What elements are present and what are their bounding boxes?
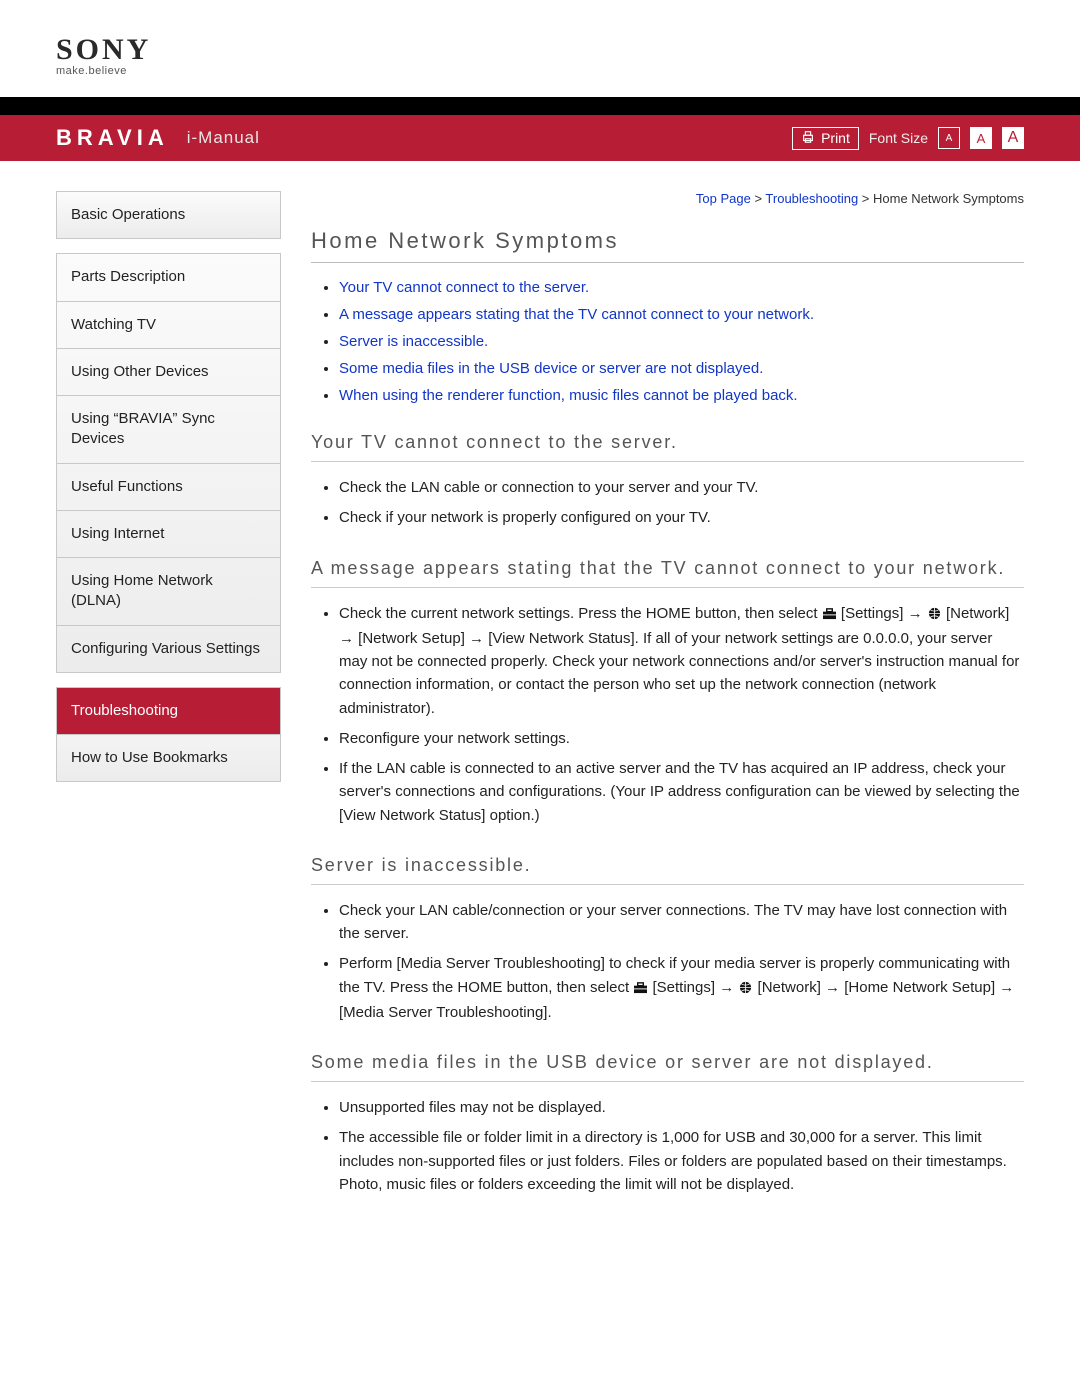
breadcrumb: Top Page > Troubleshooting > Home Networ… — [311, 191, 1024, 206]
list-item: When using the renderer function, music … — [339, 387, 1024, 404]
list-item: Your TV cannot connect to the server. — [339, 279, 1024, 296]
symptom-link-5[interactable]: When using the renderer function, music … — [339, 387, 798, 404]
symptom-link-list: Your TV cannot connect to the server. A … — [311, 279, 1024, 404]
sidebar-item-watching-tv[interactable]: Watching TV — [57, 302, 280, 349]
section-1-list: Check the LAN cable or connection to you… — [311, 476, 1024, 530]
list-item: Server is inaccessible. — [339, 333, 1024, 350]
breadcrumb-sep-2: > — [862, 191, 870, 206]
sony-logo: SONY — [56, 36, 1080, 63]
symptom-link-4[interactable]: Some media files in the USB device or se… — [339, 360, 763, 377]
breadcrumb-troubleshooting[interactable]: Troubleshooting — [765, 191, 858, 206]
font-size-large-button[interactable]: A — [1002, 127, 1024, 149]
sidebar-group-2: Parts Description Watching TV Using Othe… — [56, 253, 281, 673]
list-item: A message appears stating that the TV ca… — [339, 306, 1024, 323]
sidebar-item-parts-description[interactable]: Parts Description — [57, 254, 280, 301]
section-heading-2: A message appears stating that the TV ca… — [311, 558, 1024, 588]
text-fragment: [Settings] → — [837, 605, 927, 622]
list-item: Check your LAN cable/connection or your … — [339, 899, 1024, 946]
sidebar-item-troubleshooting[interactable]: Troubleshooting — [57, 688, 280, 735]
sidebar-item-home-network[interactable]: Using Home Network (DLNA) — [57, 558, 280, 626]
print-button[interactable]: Print — [792, 127, 859, 150]
sidebar-item-configuring-settings[interactable]: Configuring Various Settings — [57, 626, 280, 672]
font-size-small-button[interactable]: A — [938, 127, 960, 149]
toolbox-icon — [633, 978, 648, 1001]
imanual-label: i-Manual — [187, 128, 260, 148]
sidebar-item-using-internet[interactable]: Using Internet — [57, 511, 280, 558]
text-fragment: Check the current network settings. Pres… — [339, 605, 822, 622]
text-fragment: [Settings] → — [648, 979, 738, 996]
globe-icon — [927, 604, 942, 627]
sidebar-item-bravia-sync[interactable]: Using “BRAVIA” Sync Devices — [57, 396, 280, 464]
toolbox-icon — [822, 604, 837, 627]
header-bar: BRAVIA i-Manual Print Font Size A A A — [0, 115, 1080, 161]
symptom-link-3[interactable]: Server is inaccessible. — [339, 333, 488, 350]
sidebar-item-useful-functions[interactable]: Useful Functions — [57, 464, 280, 511]
section-3-list: Check your LAN cable/connection or your … — [311, 899, 1024, 1024]
sidebar-group-3: Troubleshooting How to Use Bookmarks — [56, 687, 281, 783]
breadcrumb-current: Home Network Symptoms — [873, 191, 1024, 206]
list-item: The accessible file or folder limit in a… — [339, 1126, 1024, 1196]
symptom-link-2[interactable]: A message appears stating that the TV ca… — [339, 306, 814, 323]
print-label: Print — [821, 130, 850, 146]
font-size-medium-button[interactable]: A — [970, 127, 992, 149]
globe-icon — [738, 978, 753, 1001]
font-size-label: Font Size — [869, 130, 928, 146]
list-item: Unsupported files may not be displayed. — [339, 1096, 1024, 1119]
bravia-wordmark: BRAVIA — [56, 125, 169, 151]
section-heading-3: Server is inaccessible. — [311, 855, 1024, 885]
sidebar-item-using-other-devices[interactable]: Using Other Devices — [57, 349, 280, 396]
list-item: Reconfigure your network settings. — [339, 727, 1024, 750]
list-item: Some media files in the USB device or se… — [339, 360, 1024, 377]
black-bar — [0, 97, 1080, 115]
section-4-list: Unsupported files may not be displayed. … — [311, 1096, 1024, 1196]
list-item: Check if your network is properly config… — [339, 506, 1024, 529]
page-title: Home Network Symptoms — [311, 228, 1024, 263]
logo-tagline: make.believe — [56, 65, 1080, 77]
logo-area: SONY make.believe — [0, 0, 1080, 97]
section-heading-1: Your TV cannot connect to the server. — [311, 432, 1024, 462]
list-item: Check the LAN cable or connection to you… — [339, 476, 1024, 499]
section-2-list: Check the current network settings. Pres… — [311, 602, 1024, 827]
sidebar: Basic Operations Parts Description Watch… — [56, 191, 281, 1206]
list-item: Perform [Media Server Troubleshooting] t… — [339, 952, 1024, 1024]
list-item: If the LAN cable is connected to an acti… — [339, 757, 1024, 827]
list-item: Check the current network settings. Pres… — [339, 602, 1024, 720]
section-heading-4: Some media files in the USB device or se… — [311, 1052, 1024, 1082]
print-icon — [801, 130, 815, 147]
sidebar-item-basic-operations[interactable]: Basic Operations — [57, 192, 280, 238]
sidebar-item-bookmarks[interactable]: How to Use Bookmarks — [57, 735, 280, 781]
symptom-link-1[interactable]: Your TV cannot connect to the server. — [339, 279, 589, 296]
breadcrumb-sep-1: > — [754, 191, 762, 206]
breadcrumb-top-page[interactable]: Top Page — [696, 191, 751, 206]
sidebar-group-1: Basic Operations — [56, 191, 281, 239]
main-content: Top Page > Troubleshooting > Home Networ… — [311, 191, 1024, 1206]
